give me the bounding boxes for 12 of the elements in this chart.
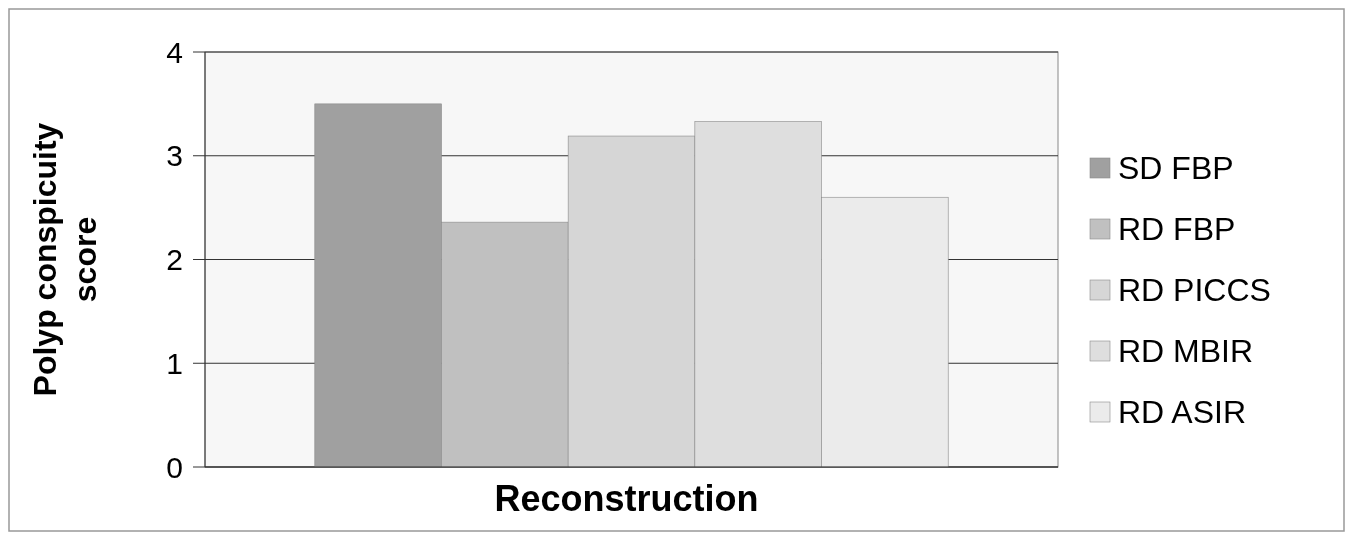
legend-label: SD FBP — [1118, 150, 1234, 187]
y-tick-label: 4 — [166, 35, 183, 69]
y-tick-label: 1 — [166, 346, 183, 380]
y-tick-label: 3 — [166, 139, 183, 173]
legend-label: RD MBIR — [1118, 333, 1254, 370]
x-axis-title: Reconstruction — [494, 478, 759, 519]
legend-label: RD ASIR — [1118, 394, 1247, 431]
y-axis-title: Polyp conspicuity score — [27, 122, 103, 397]
legend-label: RD FBP — [1118, 211, 1236, 248]
y-tick-label: 0 — [166, 450, 183, 484]
y-tick-label: 2 — [166, 243, 183, 276]
legend-label: RD PICCS — [1118, 272, 1271, 309]
